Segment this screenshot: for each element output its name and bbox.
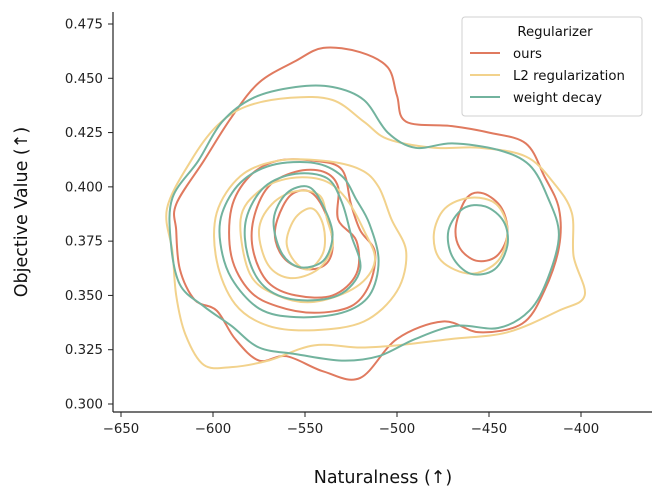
- legend-frame: [461, 16, 643, 117]
- legend: Regularizer ours L2 regularization weigh…: [461, 16, 643, 117]
- legend-label-ours: ours: [513, 47, 542, 62]
- y-tick-label: 0.350: [65, 289, 103, 304]
- contour-ours-4: [454, 191, 509, 263]
- legend-title: Regularizer: [517, 25, 593, 40]
- contour-weight-decay-3: [272, 185, 334, 269]
- x-axis-ticks: −650 −600 −550 −500 −450 −400: [103, 412, 600, 437]
- contour-weight-decay-0: [168, 84, 560, 362]
- contour-ours-2: [250, 168, 361, 299]
- y-tick-label: 0.325: [65, 343, 103, 358]
- contour-l2-regularization-5: [432, 196, 509, 275]
- contour-weight-decay-1: [218, 161, 380, 319]
- y-tick-label: 0.450: [65, 72, 103, 87]
- x-tick-label: −400: [563, 422, 600, 437]
- contour-l2-regularization-1: [213, 158, 408, 332]
- x-tick-label: −600: [195, 422, 232, 437]
- x-tick-label: −500: [379, 422, 416, 437]
- contour-l2-regularization-0: [165, 95, 586, 370]
- contour-weight-decay-2: [243, 172, 362, 302]
- y-axis-title: Objective Value (↑): [12, 127, 32, 297]
- y-tick-label: 0.425: [65, 126, 103, 141]
- y-tick-label: 0.475: [65, 18, 103, 33]
- y-tick-label: 0.300: [65, 398, 103, 413]
- contour-plot-area: [165, 46, 586, 381]
- contour-ours-0: [173, 46, 562, 381]
- x-tick-label: −550: [287, 422, 324, 437]
- x-tick-label: −450: [471, 422, 508, 437]
- y-axis-ticks: 0.300 0.325 0.350 0.375 0.400 0.425 0.450 0.475: [65, 18, 113, 413]
- x-axis-title: Naturalness (↑): [314, 468, 453, 488]
- legend-label-weight-decay: weight decay: [513, 91, 602, 106]
- y-tick-label: 0.400: [65, 180, 103, 195]
- x-tick-label: −650: [103, 422, 140, 437]
- legend-label-l2-regularization: L2 regularization: [513, 69, 625, 84]
- y-tick-label: 0.375: [65, 235, 103, 250]
- contour-weight-decay-4: [446, 204, 509, 276]
- contour-l2-regularization-4: [285, 207, 327, 271]
